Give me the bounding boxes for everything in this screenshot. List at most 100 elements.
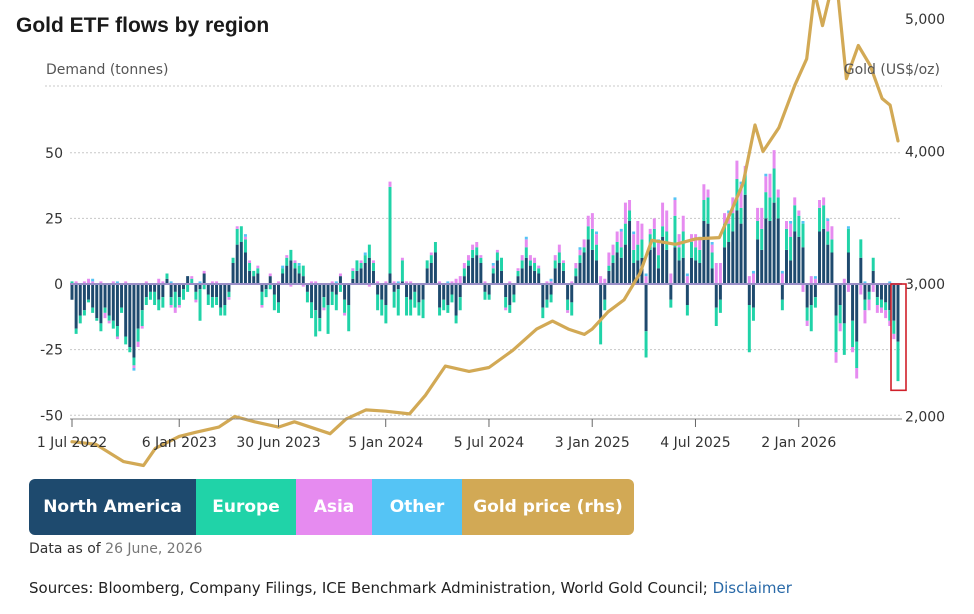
bar-segment [566, 284, 570, 300]
bar-segment [851, 347, 855, 353]
bar-segment [343, 299, 347, 313]
bar-segment [82, 281, 86, 285]
legend-asia[interactable]: Asia [296, 479, 372, 535]
bar-segment [376, 284, 380, 295]
bar-segment [243, 239, 247, 253]
bar-segment [570, 284, 574, 303]
bar-segment [483, 284, 487, 292]
bar-segment [582, 239, 586, 248]
bar-segment [537, 265, 541, 269]
bar-segment [780, 270, 784, 274]
bar-segment [338, 273, 342, 277]
bar-segment [99, 284, 103, 324]
bar-segment [570, 281, 574, 285]
bar-segment [826, 221, 830, 232]
bar-segment [603, 278, 607, 284]
bar-segment [723, 213, 727, 224]
bar-segment [128, 347, 132, 353]
bar-segment [91, 307, 95, 313]
y-tick-label: -50 [40, 408, 63, 424]
bar-segment [442, 284, 446, 300]
bar-segment [859, 284, 863, 295]
bar-segment [388, 186, 392, 274]
bar-segment [595, 260, 598, 285]
bar-segment [508, 281, 512, 285]
bar-segment [475, 247, 479, 256]
x-tick-label: 4 Jul 2025 [660, 435, 730, 451]
bar-segment [760, 228, 764, 250]
bar-segment [74, 281, 78, 285]
y-tick-label: -25 [40, 343, 63, 359]
bar-segment [132, 368, 136, 371]
bar-segment [194, 291, 198, 300]
bar-segment [578, 247, 582, 250]
bar-segment [619, 231, 623, 248]
bar-segment [500, 270, 503, 285]
bar-segment [561, 263, 565, 271]
bar-segment [888, 284, 892, 311]
bar-segment [91, 284, 95, 308]
bar-segment [772, 150, 776, 169]
bar-segment [735, 210, 739, 284]
bar-segment [578, 255, 582, 264]
bar-segment [421, 284, 425, 300]
x-tick-label: 5 Jul 2024 [454, 435, 524, 451]
legend-other[interactable]: Other [372, 479, 462, 535]
bar-segment [458, 284, 462, 298]
bar-segment [665, 210, 669, 232]
bar-segment [545, 284, 549, 300]
bar-segment [677, 260, 681, 285]
bar-segment [685, 273, 689, 277]
bar-segment [731, 231, 735, 284]
bar-segment [243, 234, 247, 237]
bar-segment [169, 305, 173, 308]
bar-segment [718, 284, 722, 300]
bar-segment [400, 257, 404, 261]
bar-segment [710, 244, 714, 253]
bar-segment [628, 200, 632, 211]
bar-segment [694, 260, 698, 285]
bar-segment [466, 260, 470, 266]
bar-segment [648, 249, 652, 285]
bar-segment [355, 260, 359, 271]
bar-segment [438, 284, 442, 308]
bar-segment [372, 260, 375, 264]
bar-segment [326, 284, 330, 305]
bar-segment [231, 257, 235, 263]
bar-segment [446, 305, 450, 313]
bar-segment [557, 263, 561, 284]
bar-segment [433, 242, 437, 253]
bar-segment [161, 297, 165, 308]
bar-segment [619, 247, 623, 258]
bar-segment [454, 278, 458, 284]
bar-segment [372, 263, 375, 271]
bar-segment [747, 305, 751, 353]
bar-segment [227, 291, 231, 298]
bar-segment [136, 328, 140, 342]
legend-gold-price[interactable]: Gold price (rhs) [462, 479, 634, 535]
bar-segment [669, 273, 673, 284]
disclaimer-link[interactable]: Disclaimer [712, 579, 792, 597]
legend-europe[interactable]: Europe [196, 479, 296, 535]
bar-segment [661, 236, 665, 284]
bar-segment [541, 307, 545, 319]
bar-segment [636, 221, 640, 245]
bar-segment [182, 289, 185, 300]
bar-segment [644, 331, 648, 358]
bar-segment [256, 268, 260, 274]
bar-segment [338, 276, 342, 285]
bar-segment [363, 255, 367, 264]
bar-segment [87, 278, 90, 284]
bar-segment [140, 326, 144, 329]
bar-segment [735, 160, 739, 180]
bar-segment [107, 320, 111, 324]
legend-north-america[interactable]: North America [29, 479, 196, 535]
bar-segment [549, 294, 553, 303]
bar-segment [690, 234, 693, 243]
bar-segment [483, 281, 487, 285]
bar-segment [805, 320, 809, 326]
x-tick-label: 6 Jan 2023 [142, 435, 217, 451]
y-tick-label: 50 [45, 146, 63, 162]
bar-segment [310, 281, 314, 285]
bar-segment [619, 228, 623, 232]
